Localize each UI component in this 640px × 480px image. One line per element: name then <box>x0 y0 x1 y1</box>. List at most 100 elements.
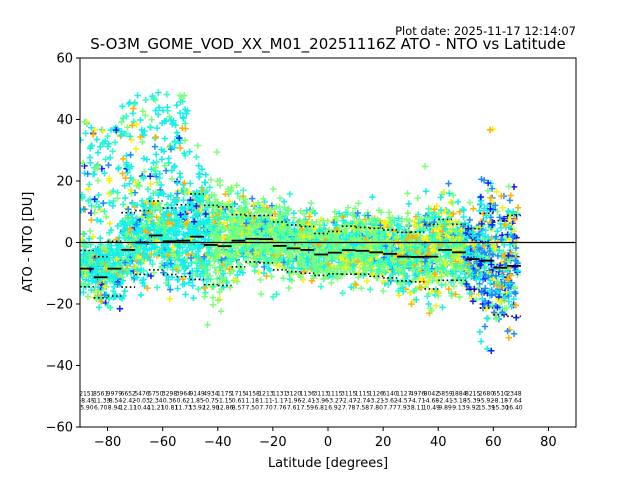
data-point <box>441 238 448 245</box>
bin-std-label: 9.13 <box>452 405 466 412</box>
data-point <box>201 293 208 300</box>
data-point <box>285 205 292 213</box>
data-point <box>332 231 340 239</box>
data-point <box>505 252 512 260</box>
data-point <box>397 248 404 255</box>
bin-mean-label: -1.17 <box>272 398 288 405</box>
data-point <box>405 280 413 288</box>
data-point <box>325 260 332 268</box>
data-point <box>215 221 222 228</box>
data-point <box>413 296 420 303</box>
data-point <box>135 259 142 266</box>
bin-count-label: 1126 <box>369 391 384 398</box>
data-point <box>405 221 412 228</box>
x-tick-label: 80 <box>540 435 557 450</box>
data-point <box>108 242 115 249</box>
data-point <box>164 252 172 259</box>
bin-count-label: 9149 <box>189 391 204 398</box>
data-point <box>226 284 234 291</box>
data-point <box>372 217 379 224</box>
data-point <box>123 231 131 238</box>
plot-date: Plot date: 2025-11-17 12:14:07 <box>395 24 576 38</box>
data-point <box>492 245 500 252</box>
data-point <box>485 252 493 259</box>
data-point <box>80 230 88 238</box>
data-point <box>216 288 223 296</box>
data-point <box>500 215 508 223</box>
data-point <box>182 291 189 298</box>
data-point <box>499 204 506 212</box>
data-point <box>234 190 241 197</box>
bin-count-label: 1884 <box>451 391 466 398</box>
data-point <box>101 283 109 291</box>
data-point <box>112 293 120 300</box>
data-point <box>488 261 495 268</box>
data-point <box>340 217 347 224</box>
bin-mean-label: 1.11 <box>259 398 273 405</box>
data-point <box>119 268 126 276</box>
x-tick-label: −80 <box>94 435 121 450</box>
data-point <box>395 215 402 222</box>
data-point <box>94 177 102 184</box>
data-point <box>170 163 178 171</box>
data-point <box>261 198 268 206</box>
data-point <box>230 255 237 263</box>
data-point <box>427 274 434 281</box>
data-point <box>342 235 350 243</box>
data-point <box>150 205 158 212</box>
data-point <box>429 232 436 239</box>
data-point <box>414 194 421 202</box>
data-point <box>209 294 217 301</box>
data-point <box>167 142 174 150</box>
data-point <box>268 273 275 280</box>
data-point <box>236 216 243 224</box>
data-point <box>273 203 280 210</box>
bin-std-label: 10.49 <box>423 405 440 412</box>
data-point <box>113 126 120 134</box>
bin-count-label: 1115 <box>327 391 342 398</box>
data-point <box>229 267 237 275</box>
data-point <box>152 164 159 171</box>
data-point <box>314 232 321 239</box>
data-point <box>384 249 391 256</box>
data-point <box>153 284 161 291</box>
data-point <box>98 126 106 133</box>
data-point <box>97 234 104 242</box>
data-point <box>182 263 190 271</box>
x-tick-label: 0 <box>324 435 332 450</box>
data-point <box>504 231 511 238</box>
data-point <box>319 234 326 241</box>
data-point <box>202 171 210 178</box>
data-point <box>249 217 256 224</box>
data-point <box>403 273 410 280</box>
data-point <box>507 272 514 279</box>
data-point <box>368 267 375 274</box>
data-point <box>183 255 191 263</box>
data-point <box>406 289 414 296</box>
data-point <box>104 143 112 150</box>
data-point <box>93 136 101 143</box>
data-point <box>101 208 108 215</box>
data-point <box>266 212 273 220</box>
data-point <box>181 92 188 99</box>
data-point <box>124 124 131 131</box>
data-point <box>209 226 216 234</box>
data-point <box>101 291 108 299</box>
data-point <box>463 280 470 288</box>
data-point <box>275 213 282 220</box>
y-tick-label: 40 <box>56 113 73 128</box>
bin-std-label: 6.81 <box>314 405 328 412</box>
bin-std-label: 10.44 <box>133 405 150 412</box>
data-point <box>473 296 480 303</box>
data-point <box>157 228 164 235</box>
data-point <box>356 270 363 277</box>
data-point <box>494 277 502 285</box>
data-point <box>126 220 133 227</box>
data-point <box>166 295 173 302</box>
data-point <box>439 265 446 273</box>
data-point <box>139 108 146 115</box>
data-point <box>104 132 111 140</box>
data-point <box>139 138 146 146</box>
data-point <box>315 256 322 264</box>
data-point <box>195 254 203 261</box>
